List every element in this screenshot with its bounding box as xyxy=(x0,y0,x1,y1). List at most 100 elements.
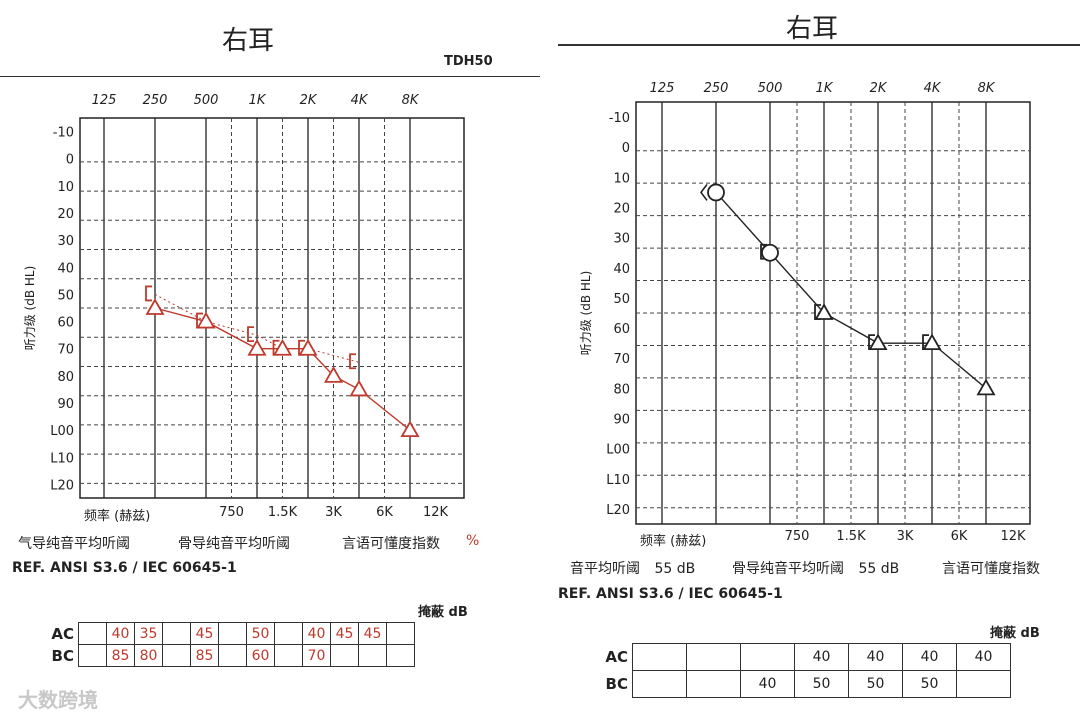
left-x-top-label: 2K xyxy=(300,93,318,108)
left-bc-marker xyxy=(247,326,254,343)
left-freq-label: 频率 (赫兹) xyxy=(84,509,151,524)
right-title: 右耳 xyxy=(786,14,839,44)
left-mask-bc-cell: 80 xyxy=(134,644,163,667)
left-mask-ac-label: AC xyxy=(51,624,74,643)
right-x-top-label: 2K xyxy=(870,81,888,96)
left-masking-table: AC 40 35 45 50 40 45 45 BC 85 80 85 60 70 xyxy=(50,622,415,667)
left-y-tick-label: L20 xyxy=(50,478,74,493)
left-x-bottom-label: 750 xyxy=(219,505,244,520)
right-ac-marker-triangle xyxy=(868,333,888,351)
left-x-bottom-label: 3K xyxy=(325,505,342,520)
left-y-tick-label: 10 xyxy=(57,180,74,195)
right-mask-header: 掩蔽 dB xyxy=(990,626,1040,641)
right-legend-bc: 骨导纯音平均听阈 55 dB xyxy=(732,558,899,578)
left-mask-header: 掩蔽 dB xyxy=(418,605,468,620)
left-x-bottom-label: 6K xyxy=(376,505,393,520)
left-mask-bc-row: BC 85 80 85 60 70 xyxy=(50,644,415,667)
right-mask-bc-cell xyxy=(686,670,741,698)
right-ac-marker-triangle xyxy=(814,303,834,320)
right-mask-bc-cell: 50 xyxy=(794,670,849,698)
right-y-tick-label: L20 xyxy=(606,503,630,518)
left-title: 右耳 xyxy=(222,26,275,56)
right-y-tick-label: L00 xyxy=(606,443,630,458)
right-x-bottom-label: 6K xyxy=(951,529,968,544)
right-ac-line xyxy=(715,191,987,389)
left-legend-ac: 气导纯音平均听阈 xyxy=(18,536,130,552)
left-y-tick-label: 80 xyxy=(57,370,74,385)
right-mask-bc-label: BC xyxy=(605,675,628,693)
left-legend-pct: % xyxy=(466,533,480,549)
left-x-top-label: 1K xyxy=(249,93,267,108)
left-bc-marker xyxy=(349,353,356,370)
left-legend-speech: 言语可懂度指数 xyxy=(342,536,440,552)
right-mask-ac-label: AC xyxy=(605,648,628,666)
left-ac-marker-triangle xyxy=(349,379,369,397)
right-y-axis-title: 听力级 (dB HL) xyxy=(579,271,593,356)
left-mask-ac-cell: 50 xyxy=(246,622,275,645)
left-mask-ac-cell: 45 xyxy=(330,622,359,645)
right-y-tick-label: 70 xyxy=(613,352,630,367)
left-ac-line xyxy=(154,307,411,431)
right-mask-bc-row: BC 40 50 50 50 xyxy=(598,670,1011,698)
left-x-bottom-label: 1.5K xyxy=(268,505,298,520)
right-legend-ac-value: 55 dB xyxy=(654,561,696,577)
left-mask-bc-cell: 60 xyxy=(246,644,275,667)
left-ac-marker-triangle xyxy=(196,311,216,329)
right-ac-marker-triangle xyxy=(922,333,942,351)
left-reference: REF. ANSI S3.6 / IEC 60645-1 xyxy=(12,560,237,576)
right-y-tick-label: 90 xyxy=(613,413,630,428)
left-ac-marker-triangle xyxy=(298,338,318,356)
right-y-tick-label: 10 xyxy=(613,171,630,186)
right-header-rule xyxy=(558,44,1080,46)
watermark: 大数跨境 xyxy=(18,688,98,712)
left-y-tick-label: 50 xyxy=(57,288,74,303)
right-y-tick-label: 40 xyxy=(613,262,630,277)
left-transducer-label: TDH50 xyxy=(444,54,493,69)
right-mask-ac-cell xyxy=(686,643,741,671)
left-mask-bc-cell xyxy=(386,644,415,667)
right-mask-ac-cell: 40 xyxy=(902,643,957,671)
left-ac-marker-triangle xyxy=(247,338,267,356)
right-y-tick-label: 50 xyxy=(613,292,630,307)
right-x-top-label: 8K xyxy=(978,81,996,96)
left-legend-bc: 骨导纯音平均听阈 xyxy=(178,536,290,552)
right-mask-ac-row: AC 40 40 40 40 xyxy=(598,643,1011,671)
left-x-top-label: 4K xyxy=(351,93,369,108)
right-x-top-label: 500 xyxy=(758,81,783,96)
right-ac-marker-circle xyxy=(761,243,779,262)
right-x-bottom-label: 1.5K xyxy=(836,529,866,544)
right-y-tick-label: L10 xyxy=(606,473,630,488)
right-mask-ac-cell xyxy=(632,643,687,671)
right-x-bottom-label: 3K xyxy=(897,529,914,544)
left-y-tick-label: 70 xyxy=(57,343,74,358)
right-mask-bc-cell xyxy=(956,670,1011,698)
right-x-top-label: 125 xyxy=(650,81,675,96)
right-y-tick-label: 20 xyxy=(613,202,630,217)
left-header-rule xyxy=(0,76,540,77)
left-x-top-label: 125 xyxy=(92,93,117,108)
left-mask-ac-row: AC 40 35 45 50 40 45 45 xyxy=(50,622,415,645)
left-y-tick-label: -10 xyxy=(53,126,74,141)
right-mask-ac-cell: 40 xyxy=(848,643,903,671)
left-x-top-label: 8K xyxy=(402,93,420,108)
right-x-bottom-label: 750 xyxy=(785,529,810,544)
right-mask-ac-cell: 40 xyxy=(794,643,849,671)
right-mask-ac-cell xyxy=(740,643,795,671)
right-x-top-label: 4K xyxy=(924,81,942,96)
right-mask-bc-cell: 50 xyxy=(902,670,957,698)
left-y-tick-label: 0 xyxy=(66,153,74,168)
left-x-top-label: 250 xyxy=(143,93,168,108)
right-y-tick-label: 30 xyxy=(613,232,630,247)
left-y-tick-label: 60 xyxy=(57,316,74,331)
left-ac-marker-triangle xyxy=(145,298,165,315)
left-x-top-label: 500 xyxy=(194,93,219,108)
right-x-bottom-label: 12K xyxy=(1000,529,1026,544)
right-legend-speech: 言语可懂度指数 xyxy=(942,561,1040,577)
left-y-tick-label: L10 xyxy=(50,451,74,466)
left-mask-ac-cell: 45 xyxy=(190,622,219,645)
right-mask-bc-cell xyxy=(632,670,687,698)
right-reference: REF. ANSI S3.6 / IEC 60645-1 xyxy=(558,586,783,602)
right-legend-ac-label: 音平均听阈 xyxy=(570,561,640,577)
right-legend-ac: 音平均听阈 55 dB xyxy=(570,558,695,578)
left-y-tick-label: 90 xyxy=(57,397,74,412)
